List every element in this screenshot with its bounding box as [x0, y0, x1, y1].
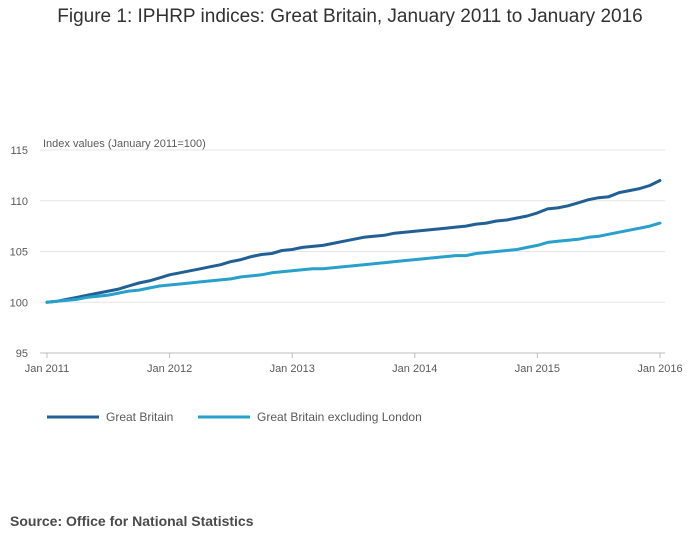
y-tick-label: 105	[10, 247, 28, 259]
series-lines	[45, 179, 662, 304]
x-tick-label: Jan 2016	[637, 363, 682, 375]
chart-title: Figure 1: IPHRP indices: Great Britain, …	[57, 6, 643, 27]
grid-lines	[40, 149, 665, 354]
y-tick-label: 95	[16, 348, 28, 360]
y-axis-ticks: 95 100 105 110 115	[10, 145, 28, 360]
source-note: Source: Office for National Statistics	[10, 513, 254, 529]
x-tick-label: Jan 2013	[270, 363, 315, 375]
x-tick-label: Jan 2011	[25, 363, 69, 375]
x-tick-label: Jan 2012	[147, 363, 192, 375]
series-line-1[interactable]	[45, 221, 662, 304]
legend-label[interactable]: Great Britain excluding London	[257, 410, 422, 424]
x-tick-label: Jan 2015	[515, 363, 560, 375]
series-line-0[interactable]	[45, 179, 662, 304]
x-axis: Jan 2011 Jan 2012 Jan 2013 Jan 2014 Jan 2015…	[25, 353, 683, 375]
y-tick-label: 100	[10, 297, 28, 309]
x-tick-label: Jan 2014	[392, 363, 437, 375]
y-tick-label: 110	[10, 196, 28, 208]
legend[interactable]: Great Britain Great Britain excluding Lon…	[47, 410, 422, 424]
legend-label[interactable]: Great Britain	[106, 410, 173, 424]
y-axis-label: Index values (January 2011=100)	[43, 138, 206, 150]
y-tick-label: 115	[10, 145, 28, 157]
